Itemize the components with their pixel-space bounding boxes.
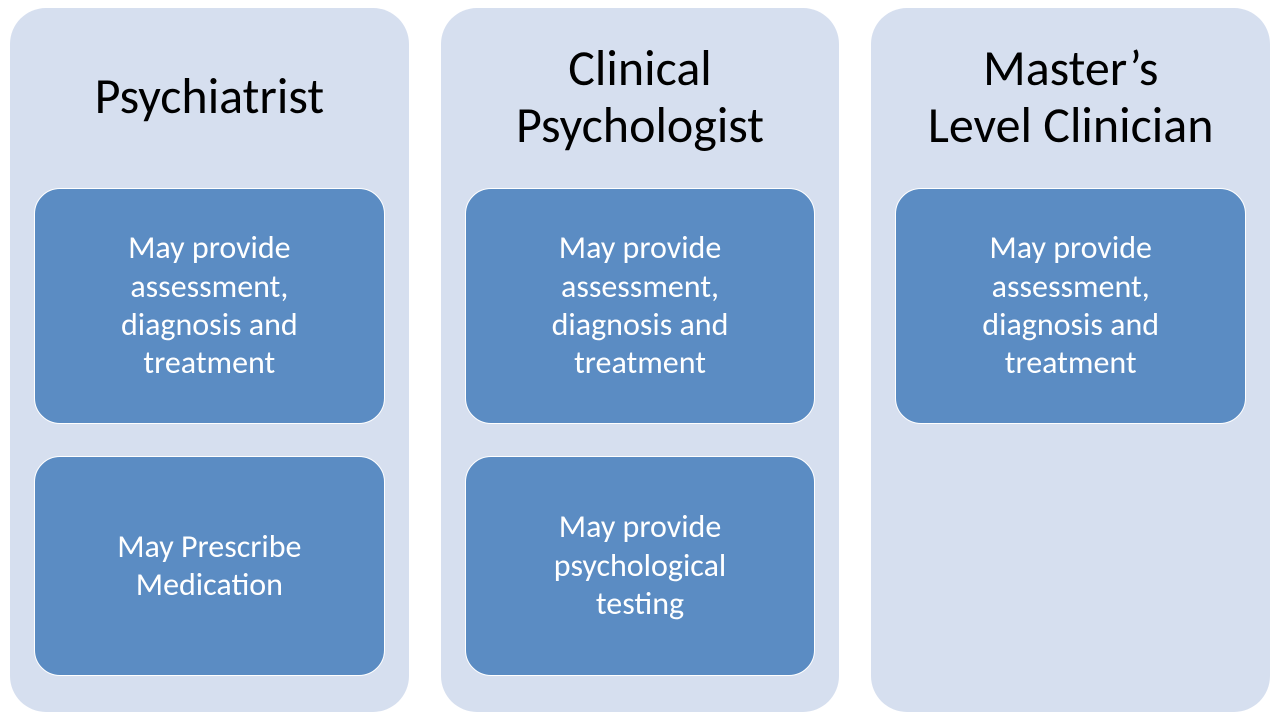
capability-card: May Prescribe Medication (34, 456, 385, 676)
column-psychiatrist: Psychiatrist May provide assessment, dia… (10, 8, 409, 712)
card-list: May provide assessment, diagnosis and tr… (34, 188, 385, 676)
capability-card: May provide assessment, diagnosis and tr… (465, 188, 816, 424)
capability-card: May provide psychological testing (465, 456, 816, 676)
card-list: May provide assessment, diagnosis and tr… (895, 188, 1246, 424)
column-clinical-psychologist: Clinical Psychologist May provide assess… (441, 8, 840, 712)
column-title: Clinical Psychologist (465, 32, 816, 162)
column-title: Psychiatrist (34, 32, 385, 162)
capability-card: May provide assessment, diagnosis and tr… (34, 188, 385, 424)
card-list: May provide assessment, diagnosis and tr… (465, 188, 816, 676)
infographic-stage: Psychiatrist May provide assessment, dia… (0, 0, 1280, 720)
capability-card: May provide assessment, diagnosis and tr… (895, 188, 1246, 424)
column-title: Master’s Level Clinician (895, 32, 1246, 162)
column-masters-clinician: Master’s Level Clinician May provide ass… (871, 8, 1270, 712)
